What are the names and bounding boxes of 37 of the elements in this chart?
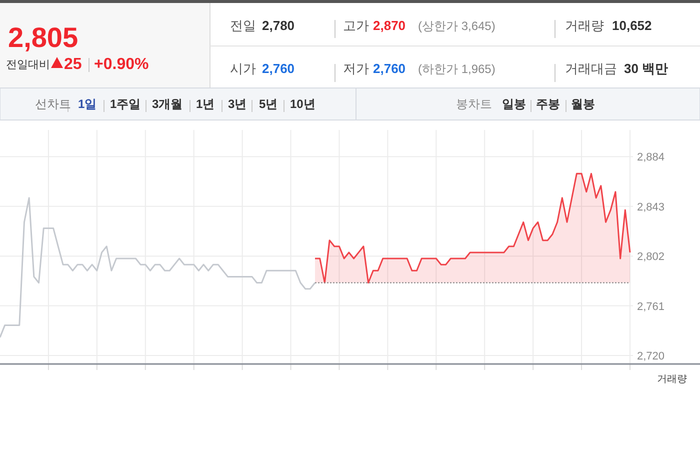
text: (상한가 3,645) — [418, 19, 496, 33]
text: 주봉 — [536, 97, 560, 111]
text: 2,780 — [262, 18, 295, 33]
text: 25 — [64, 56, 82, 73]
text: 봉차트 — [456, 97, 492, 111]
text: 전일대비 — [6, 59, 50, 71]
text: 고가 — [343, 18, 369, 33]
text: 1년 — [196, 97, 215, 111]
text: 거래량 — [565, 18, 604, 33]
text: 10년 — [290, 97, 316, 111]
text: 2,760 — [373, 61, 406, 76]
text: 2,805 — [8, 22, 78, 53]
text: 거래대금 — [565, 61, 617, 76]
text: 2,870 — [373, 18, 406, 33]
text: 10,652 — [612, 18, 652, 33]
y-tick-label: 2,761 — [637, 300, 665, 313]
text: 저가 — [343, 61, 369, 76]
text: 일봉 — [502, 97, 526, 111]
text: 1주일 — [110, 97, 141, 111]
line-series — [0, 197, 316, 338]
text: 3년 — [228, 97, 247, 111]
y-tick-label: 2,884 — [637, 152, 665, 164]
text: (하한가 1,965) — [418, 62, 496, 76]
text: 1일 — [78, 97, 97, 111]
text: 선차트 — [35, 97, 71, 111]
y-tick-label: 2,720 — [637, 350, 665, 363]
text: 5년 — [259, 97, 278, 111]
text: 30 백만 — [624, 61, 668, 76]
text: 2,760 — [262, 61, 295, 76]
text: +0.90% — [94, 56, 149, 73]
text: 전일 — [230, 18, 256, 33]
text: 월봉 — [571, 97, 595, 111]
y-tick-label: 2,843 — [637, 201, 665, 214]
text: 시가 — [230, 61, 256, 76]
text: 거래량 — [657, 374, 687, 385]
y-tick-label: 2,802 — [637, 251, 665, 264]
text: 3개월 — [152, 97, 183, 111]
